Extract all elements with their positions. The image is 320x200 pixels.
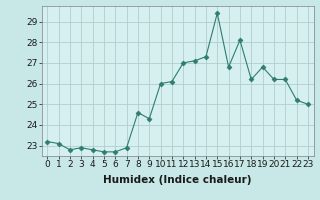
X-axis label: Humidex (Indice chaleur): Humidex (Indice chaleur) [103,175,252,185]
